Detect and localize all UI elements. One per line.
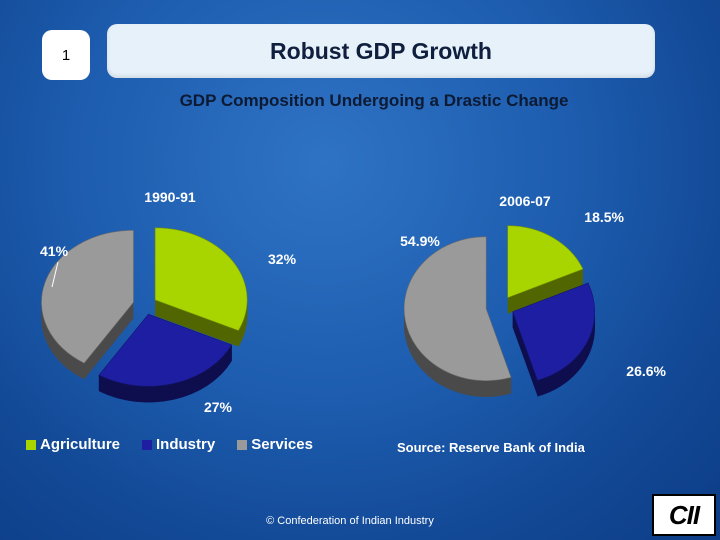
pie-title: 1990-91 <box>144 189 196 205</box>
pie-slice-services <box>41 230 134 364</box>
pie-chart-1990-91: 1990-91 32% 27% 41% <box>40 189 297 415</box>
legend-swatch-industry <box>142 439 153 450</box>
pie-label-industry: 27% <box>204 399 233 415</box>
pie-leader-line <box>51 261 59 288</box>
pie-slice-agriculture <box>507 225 584 299</box>
legend-item-services: Services <box>237 436 313 453</box>
pie-label-industry: 26.6% <box>626 363 666 379</box>
pie-wall-start-services <box>84 302 134 380</box>
slide-number: 1 <box>42 30 90 80</box>
legend-label-services: Services <box>251 436 313 453</box>
slide-title: Robust GDP Growth <box>107 24 655 78</box>
legend-item-industry: Industry <box>142 436 215 453</box>
pie-label-services: 41% <box>40 243 69 259</box>
pie-slice-industry <box>98 313 233 387</box>
pie-label-agriculture: 32% <box>268 251 297 267</box>
legend-label-industry: Industry <box>156 436 216 453</box>
pie-slice-services <box>403 236 512 381</box>
pie-title: 2006-07 <box>499 193 551 209</box>
pie-wall-end-agriculture <box>507 269 583 314</box>
pie-wall-end-agriculture <box>155 299 239 347</box>
legend-swatch-services <box>237 439 248 450</box>
legend-label-agriculture: Agriculture <box>40 436 121 453</box>
pie-slice-agriculture <box>154 227 248 331</box>
chart-legend: Agriculture Industry Services <box>26 436 335 453</box>
legend-item-agriculture: Agriculture <box>26 436 120 453</box>
cii-logo: CII <box>652 494 716 536</box>
copyright-footer: © Confederation of Indian Industry <box>266 515 434 527</box>
legend-swatch-agriculture <box>26 439 36 450</box>
pie-slice-industry <box>512 282 596 381</box>
pie-label-agriculture: 18.5% <box>584 209 624 225</box>
slide-subtitle: GDP Composition Undergoing a Drastic Cha… <box>179 91 569 110</box>
pie-wall-end-industry <box>512 311 538 397</box>
pie-chart-2006-07: 2006-07 18.5% 26.6% 54.9% <box>400 193 667 397</box>
pie-label-services: 54.9% <box>400 233 440 249</box>
source-note: Source: Reserve Bank of India <box>397 440 585 455</box>
